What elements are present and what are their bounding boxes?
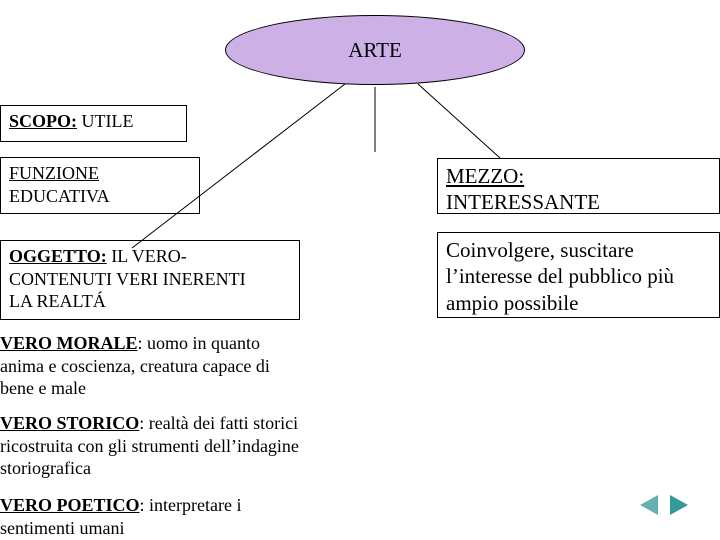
funzione-prefix: FUNZIONE (9, 163, 99, 183)
vero-morale-text: VERO MORALE: uomo in quanto anima e cosc… (0, 332, 302, 400)
central-node-arte: ARTE (225, 15, 525, 85)
funzione-box: FUNZIONE EDUCATIVA (0, 157, 200, 214)
central-node-label: ARTE (348, 38, 402, 63)
vero-morale-prefix: VERO MORALE (0, 333, 138, 353)
scopo-box: SCOPO: UTILE (0, 105, 187, 142)
mezzo-prefix: MEZZO: (446, 164, 524, 188)
mezzo-header-box: MEZZO: INTERESSANTE (437, 158, 720, 214)
oggetto-line3: LA REALTÁ (9, 291, 106, 311)
oggetto-prefix: OGGETTO: (9, 246, 107, 266)
vero-poetico-prefix: VERO POETICO (0, 495, 140, 515)
mezzo-body-text: Coinvolgere, suscitare l’interesse del p… (446, 238, 674, 315)
oggetto-line1: IL VERO- (107, 246, 187, 266)
vero-storico-text: VERO STORICO: realtà dei fatti storici r… (0, 412, 302, 480)
mezzo-body-box: Coinvolgere, suscitare l’interesse del p… (437, 232, 720, 318)
oggetto-box: OGGETTO: IL VERO- CONTENUTI VERI INERENT… (0, 240, 300, 320)
nav-back-icon[interactable] (640, 495, 658, 515)
scopo-prefix: SCOPO: (9, 111, 77, 131)
oggetto-line2: CONTENUTI VERI INERENTI (9, 269, 246, 289)
scopo-value: UTILE (77, 111, 133, 131)
nav-forward-icon[interactable] (670, 495, 688, 515)
diagram-stage: ARTE SCOPO: UTILE FUNZIONE EDUCATIVA OGG… (0, 0, 720, 540)
mezzo-value: INTERESSANTE (446, 190, 600, 214)
vero-storico-prefix: VERO STORICO (0, 413, 139, 433)
funzione-value: EDUCATIVA (9, 186, 110, 206)
vero-poetico-text: VERO POETICO: interpretare i sentimenti … (0, 494, 302, 539)
